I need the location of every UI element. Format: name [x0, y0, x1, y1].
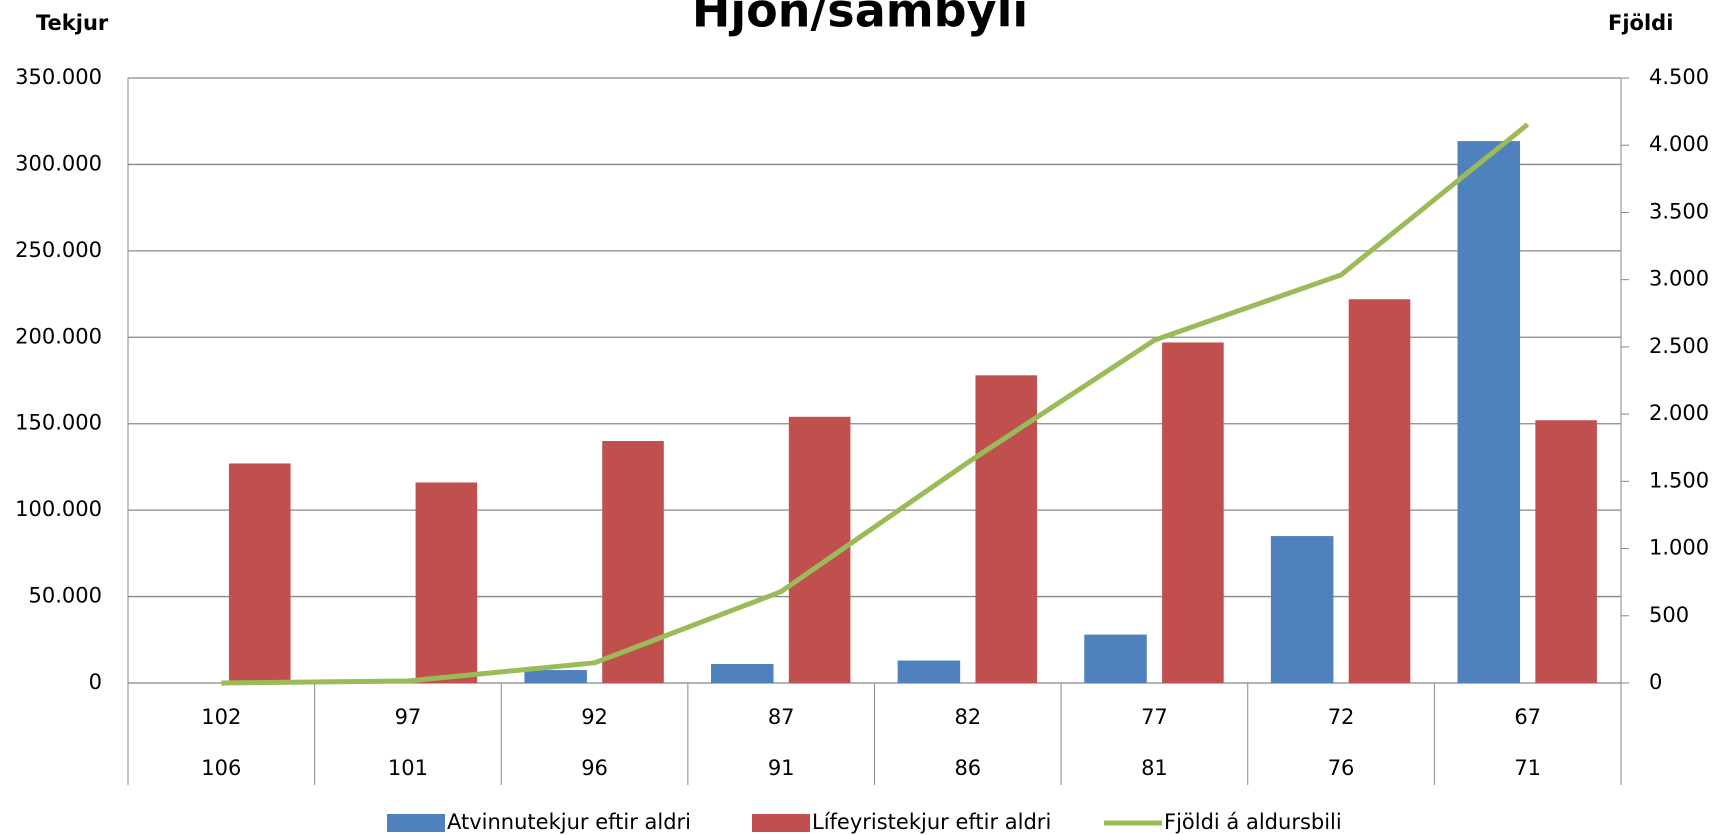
y2-axis-label: Fjöldi	[1608, 11, 1673, 35]
y2-tick-label: 3.500	[1649, 199, 1709, 223]
x-tick-label-row2: 101	[388, 756, 428, 780]
bar	[1084, 635, 1147, 683]
x-tick-label: 77	[1141, 705, 1168, 729]
x-tick-label-row2: 76	[1328, 756, 1355, 780]
x-tick-label-row2: 96	[581, 756, 608, 780]
y-tick-label: 100.000	[15, 497, 102, 521]
y-axis-label: Tekjur	[36, 11, 109, 35]
y-tick-label: 0	[89, 670, 102, 694]
x-tick-label-row2: 86	[954, 756, 981, 780]
y-tick-label: 350.000	[15, 65, 102, 89]
y2-tick-label: 500	[1649, 603, 1689, 627]
bar	[524, 670, 587, 683]
y2-tick-label: 1.500	[1649, 468, 1709, 492]
x-tick-label: 92	[581, 705, 608, 729]
legend-label: Lífeyristekjur eftir aldri	[812, 810, 1051, 834]
y2-tick-label: 4.500	[1649, 65, 1709, 89]
y-tick-label: 250.000	[15, 238, 102, 262]
bar	[898, 661, 961, 683]
legend-label: Fjöldi á aldursbili	[1164, 810, 1342, 834]
x-tick-label: 72	[1328, 705, 1355, 729]
y-tick-label: 300.000	[15, 151, 102, 175]
bar	[229, 463, 291, 683]
y-tick-label: 50.000	[29, 584, 102, 608]
x-tick-label: 67	[1514, 705, 1541, 729]
y2-tick-label: 2.500	[1649, 334, 1709, 358]
x-tick-label-row2: 106	[201, 756, 241, 780]
x-tick-label: 82	[954, 705, 981, 729]
x-tick-label: 97	[395, 705, 422, 729]
bar	[1271, 536, 1334, 683]
bar	[1535, 420, 1597, 683]
chart: Hjón/sambýli Tekjur Fjöldi 0 50.000 100.00…	[0, 0, 1721, 835]
x-tick-label-row2: 91	[768, 756, 795, 780]
x-tick-label-row2: 71	[1514, 756, 1541, 780]
y2-tick-label: 1.000	[1649, 536, 1709, 560]
y-tick-label: 200.000	[15, 324, 102, 348]
bar	[1162, 342, 1224, 683]
chart-title: Hjón/sambýli	[692, 0, 1028, 38]
x-tick-label-row2: 81	[1141, 756, 1168, 780]
legend-swatch	[752, 814, 810, 832]
legend-swatch	[387, 814, 445, 832]
y2-tick-label: 3.000	[1649, 267, 1709, 291]
y2-tick-label: 2.000	[1649, 401, 1709, 425]
y-tick-label: 150.000	[15, 411, 102, 435]
y2-tick-label: 4.000	[1649, 132, 1709, 156]
bar	[1458, 141, 1521, 683]
bar	[416, 482, 478, 683]
x-tick-label: 87	[768, 705, 795, 729]
legend-label: Atvinnutekjur eftir aldri	[447, 810, 691, 834]
x-tick-label: 102	[201, 705, 241, 729]
bar	[1349, 299, 1411, 683]
y2-tick-label: 0	[1649, 670, 1662, 694]
bar	[711, 664, 774, 683]
